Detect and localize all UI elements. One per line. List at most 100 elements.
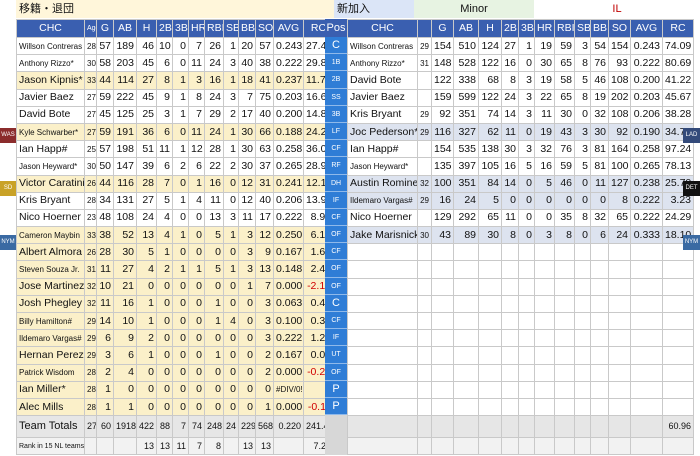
player-row[interactable]: Ian Miller* 28 1 0 0 0 0 0 0 0 0 0 #DIV/0! [16,380,334,399]
player-row[interactable]: Steven Souza Jr. 31 11 27 4 2 1 1 5 1 3 13 0.148 2.42 [16,260,334,279]
stat-cell: 41 [255,71,274,90]
stat-cell: 2 [136,329,157,348]
player-row[interactable]: Willson Contreras 28 57 189 46 10 0 7 26 1 20 57 0.2… [16,36,334,56]
player-row[interactable]: Jake Marisnick 30 43 89 30 8 0 3 8 0 6 24 0.333 18.10 [347,226,694,245]
player-row[interactable]: Nico Hoerner 129 292 65 11 0 0 35 8 32 65 0.222 24.2… [347,208,694,228]
stat-cell: 8 [554,226,575,245]
empty-cell [478,380,502,399]
stat-cell: 0 [156,346,173,365]
empty-cell [347,311,418,331]
player-row[interactable]: Javier Baez 27 59 222 45 9 1 8 24 3 7 75 0.203 16.69 [16,88,334,107]
player-row[interactable]: Ildemaro Vargas# 29 16 24 5 0 0 0 0 0 0 8 0.222 3.23 [347,191,694,210]
rank-cell: 7 [188,437,205,456]
player-row[interactable]: Victor Caratini# 26 44 116 28 7 0 1 16 0 12 31 0.241… [16,174,334,193]
stat-cell: 30 [238,157,256,176]
player-row[interactable]: Anthony Rizzo* 30 58 203 45 6 0 11 24 3 40 38 0.222 2… [16,54,334,73]
stat-cell: 31 [84,260,97,279]
column-header: RBI [554,19,575,38]
player-row[interactable]: Hernan Perez 29 3 6 1 0 0 0 1 0 0 2 0.167 0.00 [16,346,334,365]
player-row[interactable]: David Bote 122 338 68 8 3 19 58 5 46 108 0.200 41.22 [347,71,694,90]
stat-cell: 135 [431,157,454,176]
empty-cell [662,294,694,314]
totals-cell: 0.220 [273,415,304,439]
empty-cell [554,363,575,382]
empty-cell [501,363,519,382]
player-row[interactable]: Patrick Wisdom 28 2 4 0 0 0 0 0 0 0 2 0.000 -0.20 [16,363,334,382]
player-row[interactable]: Jose Martinez 32 10 21 0 0 0 0 0 0 1 7 0.000 -2.19 [16,277,334,296]
player-row[interactable]: Willson Contreras 29 154 510 124 27 1 19 59 3 54 15… [347,36,694,56]
player-row[interactable]: David Bote 27 45 125 25 3 1 7 29 2 17 40 0.200 14.89 [16,105,334,124]
stat-cell: 1 [172,105,189,124]
stat-cell: 116 [431,122,454,142]
rank-cell: 13 [136,437,157,456]
empty-row [347,277,694,296]
player-row[interactable]: Ildemaro Vargas# 29 6 9 2 0 0 0 0 0 0 3 0.222 1.20 [16,329,334,348]
player-row[interactable]: Albert Almora 26 28 30 5 1 0 0 0 0 3 9 0.167 1.60 [16,243,334,262]
player-row[interactable]: Nico Hoerner 23 48 108 24 4 0 0 13 3 11 17 0.222 8.98 [16,208,334,228]
stat-cell: 81 [590,157,609,176]
stat-cell: 5 [204,226,224,245]
stat-cell: 13 [255,260,274,279]
stat-cell: 13 [204,208,224,228]
player-row[interactable]: Jason Kipnis* 33 44 114 27 8 1 3 16 1 18 41 0.237 11.… [16,71,334,90]
player-row[interactable]: Kris Bryant 28 34 131 27 5 1 4 11 0 12 40 0.206 13.91 [16,191,334,210]
empty-cell [431,397,454,417]
totals-cell [431,415,454,439]
stat-cell: 7 [238,88,256,107]
player-row[interactable]: Austin Romine 32 100 351 84 14 0 5 46 0 11 127 0.238… [347,174,694,193]
empty-cell [501,243,519,262]
player-row[interactable]: Anthony Rizzo* 31 148 528 122 16 0 30 65 8 76 93 0.2… [347,54,694,73]
player-row[interactable]: Josh Phegley 32 11 16 1 0 0 0 1 0 0 3 0.063 0.46 [16,294,334,314]
stat-cell: 3 [238,260,256,279]
stat-cell: 0 [501,191,519,210]
player-row[interactable]: Billy Hamilton# 29 14 10 1 0 0 0 1 4 0 3 0.100 0.32 [16,311,334,331]
empty-cell [501,294,519,314]
empty-cell [453,294,479,314]
player-row[interactable]: Jason Heyward* 135 397 105 16 5 16 59 5 81 100 0.26… [347,157,694,176]
stat-cell: 0 [518,174,535,193]
column-header: CHC [347,19,418,38]
player-name: Alec Mills [16,397,85,417]
player-row[interactable]: Alec Mills 28 1 1 0 0 0 0 0 0 0 1 0.000 -0.11 [16,397,334,417]
stat-cell: 222 [113,88,137,107]
player-row[interactable]: Jason Heyward* 30 50 147 39 6 2 6 22 2 30 37 0.265 28… [16,157,334,176]
stat-cell: 9 [255,243,274,262]
player-row[interactable]: Ian Happ# 25 57 198 51 11 1 12 28 1 30 63 0.258 36.02 [16,140,334,159]
player-row[interactable]: Kris Bryant 29 92 351 74 14 3 11 30 0 32 108 0.206 38… [347,105,694,124]
stat-cell: 24.29 [662,208,694,228]
player-name: Javier Baez [347,88,418,107]
stat-cell: 45 [96,105,114,124]
stat-cell: 202 [608,88,631,107]
stat-cell: 0 [223,397,239,417]
stat-cell: 1 [204,346,224,365]
totals-cell: 60 [96,415,114,439]
player-row[interactable]: Javier Baez 159 599 122 24 3 22 65 8 19 202 0.203 45… [347,88,694,107]
player-name: Kris Bryant [347,105,418,124]
position-badge: CF [325,243,347,261]
stat-cell: 14 [501,174,519,193]
stat-cell: 3 [255,329,274,348]
stat-cell: 0 [574,191,591,210]
stat-cell: 8 [574,208,591,228]
stat-cell: 19 [590,88,609,107]
player-row[interactable]: Kyle Schwarber* 27 59 191 36 6 0 11 24 1 30 66 0.188… [16,122,334,142]
stat-cell: 51 [136,140,157,159]
stat-cell: 1 [172,191,189,210]
empty-cell [417,346,432,365]
stat-cell: 3 [518,88,535,107]
stat-cell: 0 [172,346,189,365]
stat-cell: 11 [96,294,114,314]
empty-cell [630,260,663,279]
player-name: David Bote [347,71,418,90]
stat-cell: 0 [574,105,591,124]
player-row[interactable]: Cameron Maybin 33 38 52 13 4 1 0 5 1 3 12 0.250 6.18 [16,226,334,245]
player-row[interactable]: Ian Happ# 154 535 138 30 3 32 76 3 81 164 0.258 97.2… [347,140,694,159]
stat-cell: 3 [238,243,256,262]
player-row[interactable]: Joc Pederson* 29 116 327 62 11 0 19 43 3 30 92 0.190… [347,122,694,142]
totals-cell [453,415,479,439]
projected-totals-row: 60.96 [347,415,694,439]
stat-cell: 45 [136,54,157,73]
stat-cell [417,157,432,176]
top-header: 移籍・退団 新加入 Minor IL [0,0,700,18]
player-name: Joc Pederson* [347,122,418,142]
